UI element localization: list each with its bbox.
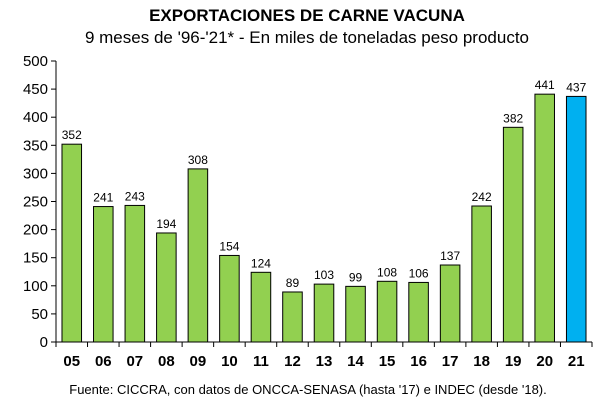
x-tick-label: 18: [473, 353, 490, 370]
data-label: 243: [125, 189, 145, 203]
y-tick-label: 50: [31, 306, 48, 323]
y-tick-label: 450: [23, 81, 48, 98]
data-label: 154: [219, 239, 239, 253]
bar: [61, 143, 83, 343]
data-label: 437: [566, 80, 586, 94]
x-tick-label: 05: [63, 353, 80, 370]
bar: [439, 264, 461, 343]
data-label: 242: [472, 190, 492, 204]
bar: [124, 204, 146, 343]
x-tick-label: 19: [505, 353, 522, 370]
x-tick-label: 13: [316, 353, 333, 370]
x-tick-label: 09: [190, 353, 207, 370]
y-tick-label: 0: [40, 334, 48, 351]
bar: [345, 285, 366, 343]
bar: [534, 93, 555, 343]
bar: [565, 95, 587, 343]
x-tick-label: 12: [284, 353, 301, 370]
y-tick-label: 100: [23, 278, 48, 295]
x-axis: 05 06 07 08 09 10 11 12 13 14 15 16 17 18 19 20 21: [55, 341, 593, 370]
y-tick-label: 500: [23, 53, 48, 70]
x-tick-label: 16: [410, 353, 427, 370]
data-label: 352: [62, 128, 82, 142]
source-note: Fuente: CICCRA, con datos de ONCCA-SENAS…: [69, 382, 547, 397]
bar: [282, 291, 303, 343]
y-tick-label: 200: [23, 222, 48, 239]
data-label: 89: [286, 276, 300, 290]
data-label: 103: [314, 268, 334, 282]
x-tick-label: 07: [126, 353, 143, 370]
x-tick-label: 06: [95, 353, 112, 370]
y-tick-label: 150: [23, 250, 48, 267]
y-tick-label: 250: [23, 194, 48, 211]
x-tick-label: 15: [379, 353, 396, 370]
chart-title: EXPORTACIONES DE CARNE VACUNA: [149, 6, 465, 25]
y-axis: 0 50 100 150 200 250 300 350 400 450 500: [23, 53, 57, 351]
bar: [313, 283, 335, 343]
x-tick-label: 17: [442, 353, 459, 370]
bar: [408, 281, 429, 343]
y-tick-label: 400: [23, 109, 48, 126]
data-label: 194: [156, 217, 176, 231]
x-tick-label: 08: [158, 353, 175, 370]
bar: [187, 168, 209, 343]
data-label: 108: [377, 265, 397, 279]
x-tick-label: 21: [568, 353, 585, 370]
data-label: 382: [503, 111, 523, 125]
data-label: 99: [349, 270, 363, 284]
data-label: 308: [188, 153, 208, 167]
data-label: 241: [93, 191, 113, 205]
bar: [471, 205, 492, 343]
bar: [219, 254, 240, 343]
bar: [376, 280, 398, 343]
x-tick-label: 10: [221, 353, 238, 370]
y-tick-label: 350: [23, 137, 48, 154]
data-label: 441: [535, 78, 555, 92]
bar: [93, 206, 114, 343]
bar: [250, 271, 272, 343]
data-label: 106: [409, 266, 429, 280]
chart-subtitle: 9 meses de '96-'21* - En miles de tonela…: [85, 28, 529, 47]
x-tick-label: 11: [253, 353, 269, 370]
bars: 352 241 243 194 308 154 124 89 103 99 108 106 137 242…: [61, 78, 587, 343]
data-label: 137: [440, 249, 460, 263]
x-tick-label: 20: [536, 353, 553, 370]
y-tick-label: 300: [23, 165, 48, 182]
bar: [156, 232, 177, 343]
x-tick-label: 14: [347, 353, 364, 370]
bar: [502, 126, 524, 343]
data-label: 124: [251, 256, 271, 270]
